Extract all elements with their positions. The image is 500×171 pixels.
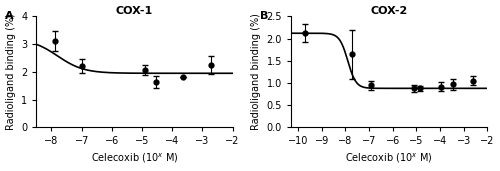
Text: B: B: [260, 11, 268, 21]
X-axis label: Celecoxib (10$^x$ M): Celecoxib (10$^x$ M): [346, 152, 433, 166]
Text: A: A: [5, 11, 14, 21]
Title: COX-2: COX-2: [370, 5, 408, 16]
Y-axis label: Radioligand binding (%): Radioligand binding (%): [6, 14, 16, 130]
Y-axis label: Radioligand binding (%): Radioligand binding (%): [251, 14, 261, 130]
X-axis label: Celecoxib (10$^x$ M): Celecoxib (10$^x$ M): [90, 152, 178, 166]
Title: COX-1: COX-1: [116, 5, 153, 16]
